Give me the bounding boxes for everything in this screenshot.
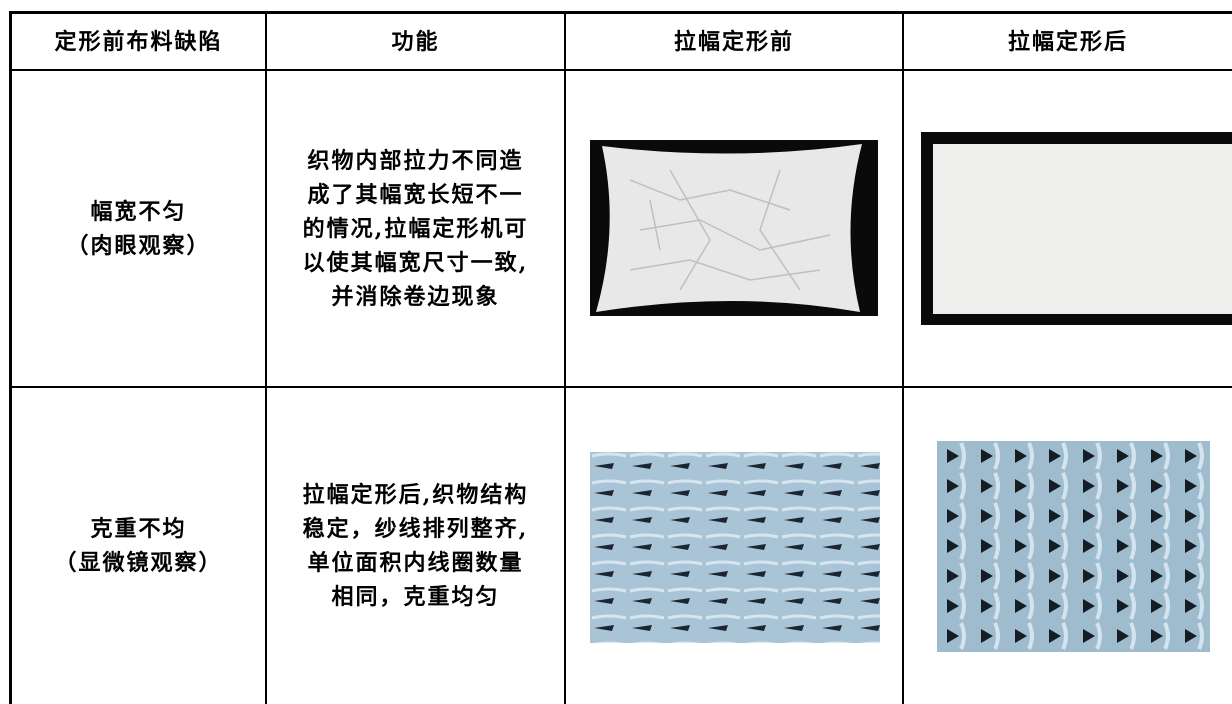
function-cell: 织物内部拉力不同造 成了其幅宽长短不一 的情况,拉幅定形机可 以使其幅宽尺寸一致… bbox=[267, 71, 564, 386]
header-text: 拉幅定形后 bbox=[1007, 28, 1128, 55]
border bbox=[265, 11, 267, 704]
cell-line: 克重不均 bbox=[90, 516, 187, 542]
cell-line: 稳定，纱线排列整齐, bbox=[302, 516, 529, 542]
cell-line: 织物内部拉力不同造 bbox=[307, 147, 524, 174]
cell-line: （肉眼观察） bbox=[66, 232, 211, 259]
cell-line: 单位面积内线圈数量 bbox=[307, 550, 524, 576]
header-text: 功能 bbox=[391, 28, 440, 55]
cell-line: 相同，克重均匀 bbox=[331, 584, 500, 610]
border bbox=[564, 11, 566, 704]
function-cell: 拉幅定形后,织物结构 稳定，纱线排列整齐, 单位面积内线圈数量 相同，克重均匀 bbox=[267, 388, 564, 704]
header-text: 拉幅定形前 bbox=[673, 28, 794, 55]
defect-cell: 克重不均 （显微镜观察） bbox=[12, 388, 265, 704]
header-cell: 定形前布料缺陷 bbox=[12, 14, 265, 69]
header-cell: 拉幅定形前 bbox=[566, 14, 902, 69]
cell-line: 幅宽不匀 bbox=[90, 198, 187, 225]
cell-line: 的情况,拉幅定形机可 bbox=[302, 215, 529, 242]
header-cell: 功能 bbox=[267, 14, 564, 69]
cell-line: 拉幅定形后,织物结构 bbox=[302, 482, 529, 508]
header-cell: 拉幅定形后 bbox=[904, 14, 1232, 69]
border bbox=[9, 11, 1232, 14]
defect-cell: 幅宽不匀 （肉眼观察） bbox=[12, 71, 265, 386]
border bbox=[9, 69, 1232, 71]
border bbox=[9, 386, 1232, 388]
fabric-before-photo bbox=[590, 140, 878, 316]
knit-before-photo bbox=[590, 452, 880, 643]
header-text: 定形前布料缺陷 bbox=[54, 28, 223, 55]
cell-line: 并消除卷边现象 bbox=[331, 283, 500, 310]
fabric-after-photo bbox=[921, 132, 1232, 325]
knit-after-photo bbox=[937, 441, 1210, 652]
cell-line: 成了其幅宽长短不一 bbox=[307, 181, 524, 208]
cell-line: 以使其幅宽尺寸一致, bbox=[302, 249, 529, 276]
cell-line: （显微镜观察） bbox=[54, 550, 223, 576]
border bbox=[902, 11, 904, 704]
border bbox=[9, 11, 12, 704]
